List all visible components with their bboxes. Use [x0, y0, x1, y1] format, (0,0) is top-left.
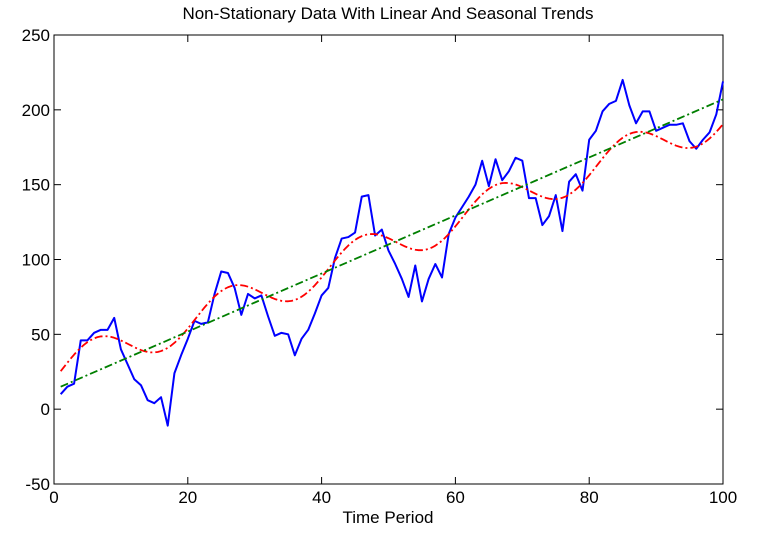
y-tick-label: 50: [31, 325, 50, 344]
y-tick-label: 250: [22, 26, 50, 45]
y-tick-label: 0: [41, 400, 50, 419]
y-tick-label: 100: [22, 251, 50, 270]
chart-title: Non-Stationary Data With Linear And Seas…: [182, 4, 593, 23]
series-line-3: [60, 98, 724, 388]
x-tick-label: 80: [580, 488, 599, 507]
series-layer: [59, 78, 724, 427]
series-line-1: [59, 78, 724, 427]
y-tick-label: 200: [22, 101, 50, 120]
x-tick-label: 0: [49, 488, 58, 507]
x-tick-label: 20: [178, 488, 197, 507]
plot-frame: [53, 34, 724, 485]
x-tick-label: 100: [709, 488, 737, 507]
x-tick-label: 40: [312, 488, 331, 507]
x-tick-label: 60: [446, 488, 465, 507]
series-line-2: [59, 123, 724, 372]
x-axis-label: Time Period: [342, 508, 433, 527]
y-tick-label: -50: [25, 475, 50, 494]
y-tick-label: 150: [22, 176, 50, 195]
